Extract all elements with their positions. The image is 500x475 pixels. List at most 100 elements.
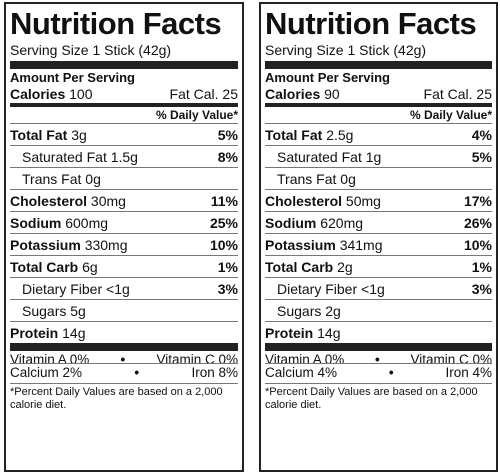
nutrient-text: Saturated Fat 1g [277, 147, 381, 167]
nutrient-row-protein: Protein 14g [265, 321, 492, 343]
nutrient-name: Potassium [265, 237, 336, 253]
nutrient-text: Trans Fat 0g [277, 169, 356, 189]
nutrient-name: Saturated Fat [277, 149, 362, 165]
nutrient-name: Trans Fat [277, 171, 337, 187]
nutrient-text: Sugars 2g [277, 301, 341, 321]
nutrient-name: Sugars [22, 303, 67, 319]
nutrient-name: Sodium [265, 215, 317, 231]
nutrient-row-cholesterol: Cholesterol 50mg 17% [265, 189, 492, 211]
nutrient-row-sugars: Sugars 2g [265, 299, 492, 321]
fat-cal-value: 25 [222, 86, 238, 102]
label-title: Nutrition Facts [10, 6, 222, 41]
nutrient-text: Dietary Fiber <1g [22, 279, 130, 299]
nutrient-name: Dietary Fiber [22, 281, 103, 297]
nutrient-daily-value: 4% [471, 127, 492, 143]
serving-size: Serving Size 1 Stick (42g) [265, 42, 427, 58]
mineral-row: Calcium 4% • Iron 4% [265, 363, 492, 383]
fat-calories-text: Fat Cal. 25 [170, 86, 238, 103]
mineral-left: Calcium 2% [10, 365, 83, 380]
nutrient-row-total-carb: Total Carb 6g 1% [10, 255, 238, 277]
nutrient-name: Potassium [10, 237, 81, 253]
nutrient-amount: 2g [325, 303, 341, 319]
nutrition-label-right: Nutrition Facts Serving Size 1 Stick (42… [259, 2, 498, 472]
nutrient-amount: 341mg [339, 237, 383, 253]
nutrient-text: Saturated Fat 1.5g [22, 147, 138, 167]
nutrient-amount: 30mg [90, 193, 126, 209]
nutrient-row-total-fat: Total Fat 3g 5% [10, 123, 238, 145]
calories-label: Calories [10, 86, 66, 102]
nutrient-name: Total Fat [10, 127, 68, 143]
nutrient-daily-value: 17% [463, 193, 492, 209]
nutrient-name: Sodium [10, 215, 62, 231]
serving-size: Serving Size 1 Stick (42g) [10, 42, 172, 58]
fat-cal-label: Fat Cal. [169, 86, 219, 102]
nutrient-text: Sodium 600mg [10, 213, 108, 233]
nutrient-row-sodium: Sodium 600mg 25% [10, 211, 238, 233]
nutrient-name: Total Fat [265, 127, 323, 143]
fat-calories-text: Fat Cal. 25 [424, 86, 492, 103]
amount-per-serving: Amount Per Serving [265, 61, 492, 86]
nutrient-amount: 1.5g [110, 149, 138, 165]
mineral-row: Calcium 2% • Iron 8% [10, 363, 238, 383]
nutrition-label-left: Nutrition Facts Serving Size 1 Stick (42… [4, 2, 244, 472]
nutrient-row-potassium: Potassium 330mg 10% [10, 233, 238, 255]
nutrient-text: Dietary Fiber <1g [277, 279, 385, 299]
nutrient-daily-value: 3% [471, 281, 492, 297]
nutrient-text: Cholesterol 30mg [10, 191, 126, 211]
nutrient-name: Cholesterol [265, 193, 343, 209]
nutrient-amount: <1g [361, 281, 385, 297]
nutrient-daily-value: 1% [471, 259, 492, 275]
nutrient-row-potassium: Potassium 341mg 10% [265, 233, 492, 255]
nutrient-text: Sugars 5g [22, 301, 86, 321]
nutrient-row-dietary-fiber: Dietary Fiber <1g 3% [265, 277, 492, 299]
nutrient-daily-value: 25% [209, 215, 238, 231]
nutrient-row-trans-fat: Trans Fat 0g [10, 167, 238, 189]
nutrient-name: Sugars [277, 303, 322, 319]
nutrient-amount: 600mg [65, 215, 109, 231]
amount-per-serving: Amount Per Serving [10, 61, 238, 86]
bullet-separator: • [388, 365, 394, 380]
nutrient-amount: 3g [71, 127, 87, 143]
nutrient-row-dietary-fiber: Dietary Fiber <1g 3% [10, 277, 238, 299]
nutrient-text: Protein 14g [10, 323, 85, 343]
nutrient-text: Total Fat 3g [10, 125, 87, 145]
bullet-separator: • [134, 365, 140, 380]
nutrient-name: Protein [265, 325, 314, 341]
nutrient-row-cholesterol: Cholesterol 30mg 11% [10, 189, 238, 211]
calories-label: Calories [265, 86, 321, 102]
nutrient-row-sugars: Sugars 5g [10, 299, 238, 321]
nutrient-daily-value: 10% [463, 237, 492, 253]
nutrient-row-saturated-fat: Saturated Fat 1g 5% [265, 145, 492, 167]
calories-value: 90 [324, 86, 340, 102]
footnote: *Percent Daily Values are based on a 2,0… [265, 383, 492, 412]
nutrient-amount: 14g [62, 325, 86, 341]
nutrient-amount: 2g [337, 259, 353, 275]
calories-row: Calories 100 Fat Cal. 25 [10, 86, 238, 103]
nutrient-amount: 0g [340, 171, 356, 187]
bullet-separator: • [120, 352, 126, 367]
nutrient-name: Total Carb [265, 259, 334, 275]
nutrient-text: Protein 14g [265, 323, 340, 343]
nutrient-name: Saturated Fat [22, 149, 107, 165]
nutrient-name: Trans Fat [22, 171, 82, 187]
vitamin-row: Vitamin A 0% • Vitamin C 0% [10, 343, 238, 367]
calories-value: 100 [69, 86, 93, 102]
nutrient-text: Trans Fat 0g [22, 169, 101, 189]
mineral-left: Calcium 4% [265, 365, 338, 380]
nutrient-amount: 14g [317, 325, 341, 341]
nutrient-amount: 1g [365, 149, 382, 165]
nutrient-daily-value: 1% [217, 259, 238, 275]
nutrient-amount: 2.5g [326, 127, 354, 143]
nutrient-amount: 620mg [320, 215, 364, 231]
nutrient-text: Potassium 341mg [265, 235, 383, 255]
nutrient-text: Cholesterol 50mg [265, 191, 381, 211]
nutrient-name: Total Carb [10, 259, 79, 275]
nutrient-text: Total Carb 2g [265, 257, 353, 277]
nutrient-row-total-fat: Total Fat 2.5g 4% [265, 123, 492, 145]
fat-cal-label: Fat Cal. [423, 86, 473, 102]
nutrient-daily-value: 26% [463, 215, 492, 231]
nutrient-daily-value: 10% [209, 237, 238, 253]
nutrient-row-sodium: Sodium 620mg 26% [265, 211, 492, 233]
nutrient-text: Total Carb 6g [10, 257, 98, 277]
fat-cal-value: 25 [476, 86, 492, 102]
